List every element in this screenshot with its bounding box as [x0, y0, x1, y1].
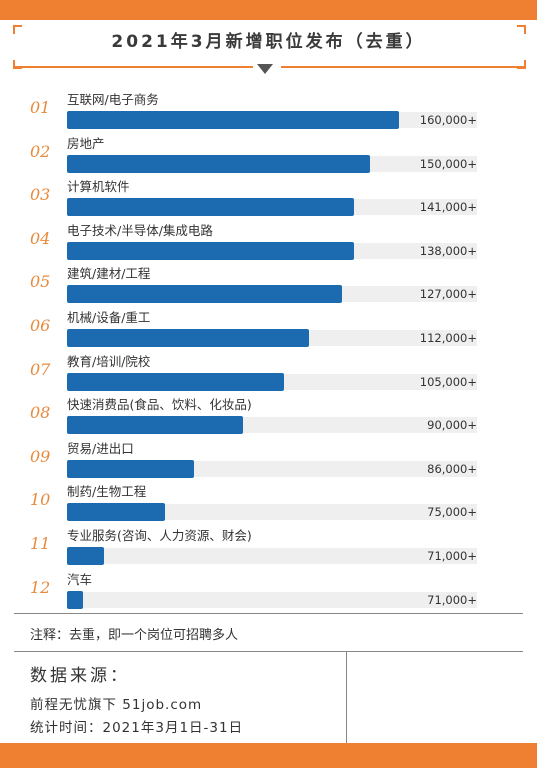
value-label: 71,000+ — [427, 549, 477, 563]
value-label: 141,000+ — [419, 200, 477, 215]
corner-mark-bottom-left — [13, 60, 22, 69]
corner-mark-bottom-right — [517, 60, 526, 69]
rank-index: 06 — [30, 316, 51, 335]
category-label: 机械/设备/重工 — [67, 310, 151, 325]
rank-index: 08 — [30, 403, 51, 423]
value-label: 112,000+ — [419, 331, 477, 345]
divider-top — [14, 613, 523, 614]
bar — [67, 590, 83, 609]
rank-index: 12 — [30, 577, 51, 597]
category-label: 汽车 — [67, 571, 93, 587]
category-label: 互联网/电子商务 — [67, 92, 159, 107]
category-label: 电子技术/半导体/集成电路 — [67, 222, 213, 238]
category-label: 房地产 — [67, 135, 105, 151]
rank-index: 09 — [30, 446, 51, 466]
chart-title-wrap: 2021年3月新增职位发布（去重） — [0, 28, 537, 56]
rank-index: 11 — [30, 534, 51, 553]
value-label: 86,000+ — [427, 461, 477, 476]
category-label: 快速消费品(食品、饮料、化妆品) — [67, 397, 252, 413]
corner-mark-top-left — [13, 25, 22, 34]
note-text: 注释：去重，即一个岗位可招聘多人 — [30, 628, 239, 643]
source-line-2: 统计时间：2021年3月1日-31日 — [30, 720, 244, 736]
bar — [67, 241, 354, 260]
bar-track — [67, 591, 477, 608]
value-label: 127,000+ — [419, 287, 477, 302]
bar — [67, 503, 165, 522]
bottom-accent-band — [0, 743, 537, 768]
down-arrow-icon — [257, 64, 273, 74]
rank-index: 02 — [30, 141, 51, 161]
category-label: 专业服务(咨询、人力资源、财会) — [67, 528, 252, 543]
rank-index: 07 — [30, 359, 51, 379]
value-label: 90,000+ — [427, 418, 477, 433]
value-label: 160,000+ — [419, 113, 477, 127]
bar — [67, 154, 370, 173]
title-rule-right — [281, 66, 524, 68]
bar — [67, 198, 354, 217]
bar — [67, 416, 243, 435]
corner-mark-top-right — [517, 25, 526, 34]
bar-track — [67, 548, 477, 564]
category-label: 计算机软件 — [67, 179, 130, 195]
bar — [67, 329, 309, 347]
top-accent-band — [0, 0, 537, 20]
value-label: 138,000+ — [419, 243, 477, 258]
category-label: 建筑/建材/工程 — [67, 266, 151, 282]
category-label: 制药/生物工程 — [67, 484, 147, 500]
source-line-1: 前程无忧旗下 51job.com — [30, 697, 203, 713]
rank-index: 05 — [30, 272, 51, 292]
bar — [67, 459, 194, 478]
category-label: 贸易/进出口 — [67, 440, 134, 456]
bar — [67, 111, 399, 129]
category-label: 教育/培训/院校 — [67, 353, 151, 369]
rank-index: 04 — [30, 228, 51, 248]
value-label: 75,000+ — [427, 505, 477, 520]
bar — [67, 547, 104, 565]
value-label: 105,000+ — [419, 374, 477, 389]
value-label: 150,000+ — [419, 156, 477, 171]
source-title: 数据来源： — [30, 666, 130, 686]
divider-middle — [14, 651, 523, 652]
rank-index: 01 — [30, 98, 51, 117]
bar-track — [67, 504, 477, 521]
title-rule-left — [13, 66, 253, 68]
value-label: 71,000+ — [427, 592, 477, 607]
bar — [67, 372, 284, 391]
rank-index: 10 — [30, 490, 51, 510]
chart-title: 2021年3月新增职位发布（去重） — [111, 32, 426, 52]
bar — [67, 285, 342, 304]
rank-index: 03 — [30, 185, 51, 205]
divider-vertical — [346, 651, 347, 743]
